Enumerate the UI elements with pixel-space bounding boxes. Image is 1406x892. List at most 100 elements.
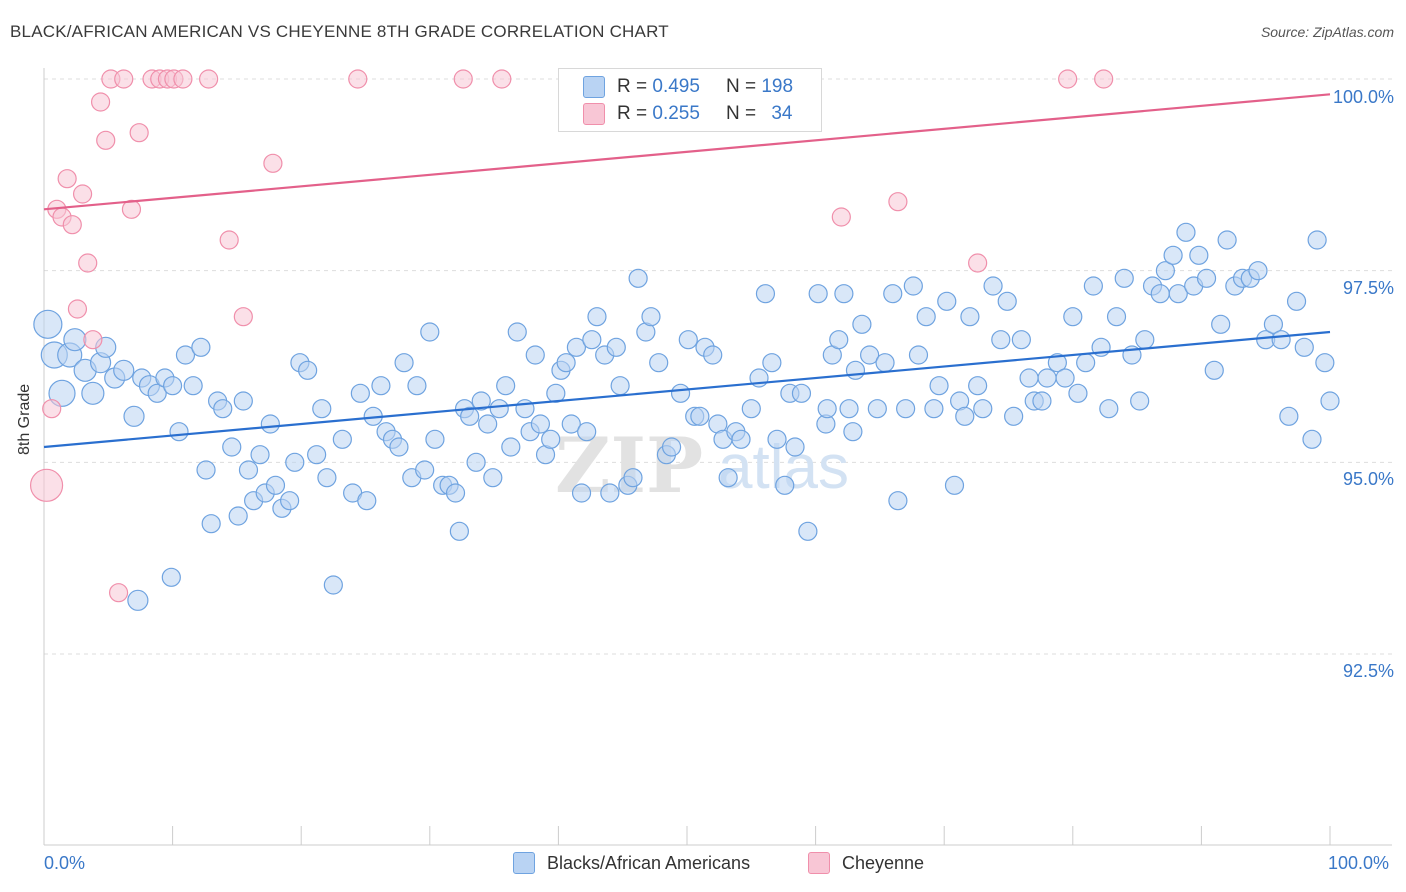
blacks-point	[260, 414, 280, 434]
blacks-point	[908, 345, 929, 365]
blacks-point	[63, 328, 87, 352]
blacks-point	[1271, 330, 1291, 350]
blacks-point	[449, 521, 469, 541]
blacks-point	[1099, 399, 1119, 419]
x-tick-label-min: 0.0%	[44, 853, 86, 873]
r-value-blacks: 0.495	[652, 76, 700, 97]
cheyenne-point	[233, 307, 253, 327]
legend-item-blacks[interactable]: Blacks/African Americans	[513, 852, 750, 874]
source-label: Source: ZipAtlas.com	[1260, 24, 1394, 40]
blacks-point	[389, 437, 409, 457]
blacks-point	[1279, 406, 1299, 426]
blacks-point	[123, 405, 145, 427]
blacks-point	[394, 353, 414, 373]
blacks-point	[238, 460, 259, 480]
cheyenne-point	[29, 468, 64, 502]
legend-item-cheyenne[interactable]: Cheyenne	[808, 852, 924, 874]
cheyenne-point	[1058, 69, 1078, 89]
blacks-point	[968, 376, 988, 396]
blacks-point	[762, 353, 782, 373]
blacks-point	[183, 376, 203, 396]
blacks-point	[307, 445, 327, 465]
blacks-point	[641, 307, 661, 327]
blacks-point	[973, 399, 993, 419]
blacks-point	[896, 399, 916, 419]
blacks-point	[1055, 368, 1075, 388]
blacks-point	[1168, 284, 1188, 304]
blacks-point	[420, 322, 440, 342]
blacks-point	[1106, 307, 1127, 327]
cheyenne-point	[67, 299, 88, 319]
blacks-point	[541, 429, 561, 449]
blacks-point	[371, 376, 391, 396]
cheyenne-swatch	[583, 103, 605, 125]
blacks-point	[775, 475, 795, 495]
blacks-point	[924, 399, 944, 419]
blacks-point	[661, 437, 682, 457]
blacks-point	[1032, 391, 1052, 411]
blacks-point	[478, 414, 498, 434]
blacks-point	[1130, 391, 1150, 411]
blacks-point	[163, 376, 183, 396]
blacks-point	[407, 376, 427, 396]
blacks-point	[556, 353, 576, 373]
cheyenne-point	[42, 399, 62, 419]
cheyenne-point	[888, 192, 908, 212]
blacks-point	[997, 291, 1017, 311]
blacks-point	[1217, 230, 1237, 250]
cheyenne-point	[831, 207, 851, 227]
blacks-point	[489, 399, 509, 419]
legend-label-cheyenne: Cheyenne	[842, 852, 925, 873]
legend-label-blacks: Blacks/African Americans	[547, 852, 751, 873]
blacks-point	[731, 429, 751, 449]
blacks-point	[1307, 230, 1327, 250]
y-axis-label: 8th Grade	[16, 383, 33, 455]
blacks-point	[228, 506, 248, 526]
y-tick-label: 97.5%	[1342, 278, 1394, 298]
blacks-point	[829, 330, 849, 350]
blacks-point	[983, 276, 1003, 296]
blacks-point	[791, 383, 812, 403]
blacks-point	[1286, 291, 1307, 311]
stats-row-cheyenne: R = 0.255 N = 34	[583, 102, 792, 126]
blacks-point	[937, 291, 957, 311]
n-label: N =	[725, 76, 757, 97]
blacks-point	[48, 379, 76, 407]
blacks-point	[265, 475, 286, 495]
blacks-point	[755, 284, 776, 304]
blacks-point	[507, 322, 527, 342]
r-value-cheyenne: 0.255	[652, 103, 700, 124]
blacks-point	[1211, 314, 1231, 334]
blacks-point	[1063, 307, 1083, 327]
cheyenne-trend-line	[43, 93, 1331, 211]
blacks-point	[280, 491, 300, 511]
blacks-point	[587, 307, 607, 327]
blacks-point	[916, 307, 936, 327]
series-legend: Blacks/African Americans Cheyenne	[0, 852, 1406, 878]
blacks-point	[808, 284, 828, 304]
blacks-point	[845, 360, 866, 380]
n-label: N =	[725, 103, 757, 124]
y-tick-label: 92.5%	[1342, 661, 1394, 681]
blacks-point	[250, 445, 270, 465]
blacks-point	[582, 330, 602, 350]
blacks-legend-swatch	[513, 852, 535, 874]
cheyenne-point	[968, 253, 988, 273]
blacks-point	[867, 399, 887, 419]
blacks-point	[332, 429, 352, 449]
blacks-point	[1176, 222, 1196, 242]
blacks-point	[460, 406, 480, 426]
blacks-point	[944, 475, 965, 495]
blacks-point	[798, 521, 818, 541]
blacks-point	[577, 422, 597, 442]
blacks-point	[1294, 337, 1314, 357]
cheyenne-point	[453, 69, 473, 89]
blacks-point	[1248, 261, 1268, 281]
cheyenne-point	[199, 69, 219, 89]
blacks-point	[785, 437, 805, 457]
cheyenne-point	[348, 69, 368, 89]
blacks-point	[1068, 383, 1088, 403]
blacks-point	[1196, 268, 1217, 288]
blacks-point	[357, 491, 377, 511]
r-label: R =	[617, 103, 648, 124]
